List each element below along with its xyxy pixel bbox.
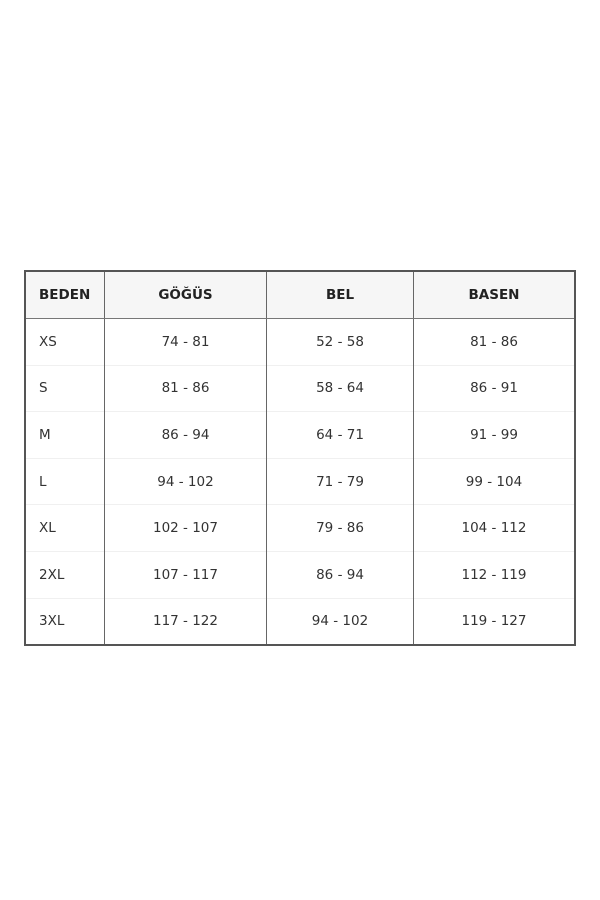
cell-hip: 104 - 112 [413, 504, 575, 552]
cell-chest: 81 - 86 [104, 364, 267, 412]
header-gogus: GÖĞÜS [104, 271, 267, 319]
cell-size: 2XL [25, 550, 105, 599]
cell-size: XS [25, 318, 105, 366]
table-row: M 86 - 94 64 - 71 91 - 99 [25, 411, 575, 459]
cell-size: L [25, 457, 105, 505]
table-row: L 94 - 102 71 - 79 99 - 104 [25, 457, 575, 505]
cell-hip: 86 - 91 [413, 364, 575, 412]
cell-chest: 86 - 94 [104, 411, 267, 459]
cell-waist: 79 - 86 [266, 504, 414, 552]
cell-chest: 74 - 81 [104, 318, 267, 366]
cell-hip: 99 - 104 [413, 457, 575, 505]
table-row: 3XL 117 - 122 94 - 102 119 - 127 [25, 597, 575, 646]
cell-hip: 91 - 99 [413, 411, 575, 459]
cell-waist: 52 - 58 [266, 318, 414, 366]
cell-waist: 94 - 102 [266, 597, 414, 646]
cell-waist: 64 - 71 [266, 411, 414, 459]
size-chart-table: BEDEN GÖĞÜS BEL BASEN XS 74 - 81 52 - 58 81… [24, 270, 576, 647]
cell-chest: 107 - 117 [104, 550, 267, 599]
cell-hip: 81 - 86 [413, 318, 575, 366]
table-row: XS 74 - 81 52 - 58 81 - 86 [25, 318, 575, 366]
cell-size: S [25, 364, 105, 412]
cell-chest: 117 - 122 [104, 597, 267, 646]
table-row: 2XL 107 - 117 86 - 94 112 - 119 [25, 550, 575, 599]
cell-hip: 112 - 119 [413, 550, 575, 599]
cell-chest: 94 - 102 [104, 457, 267, 505]
table-row: S 81 - 86 58 - 64 86 - 91 [25, 364, 575, 412]
cell-waist: 86 - 94 [266, 550, 414, 599]
cell-hip: 119 - 127 [413, 597, 575, 646]
cell-size: 3XL [25, 597, 105, 646]
table-header-row: BEDEN GÖĞÜS BEL BASEN [25, 271, 575, 319]
table-row: XL 102 - 107 79 - 86 104 - 112 [25, 504, 575, 552]
cell-chest: 102 - 107 [104, 504, 267, 552]
header-beden: BEDEN [25, 271, 105, 319]
cell-size: XL [25, 504, 105, 552]
header-bel: BEL [266, 271, 414, 319]
cell-waist: 58 - 64 [266, 364, 414, 412]
header-basen: BASEN [413, 271, 575, 319]
cell-waist: 71 - 79 [266, 457, 414, 505]
cell-size: M [25, 411, 105, 459]
